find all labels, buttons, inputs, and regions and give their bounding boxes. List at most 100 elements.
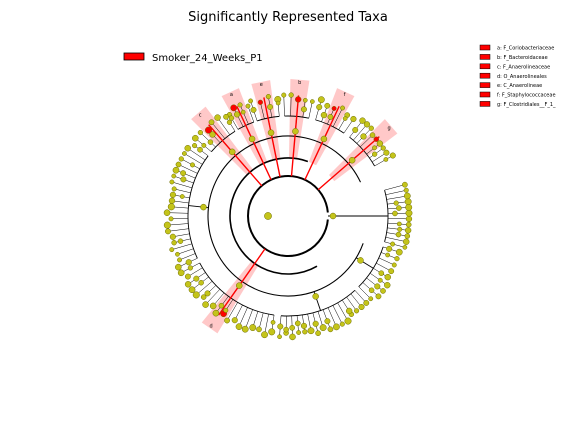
taxon-node	[233, 111, 241, 118]
taxon-node	[223, 307, 229, 313]
taxon-node	[377, 277, 383, 283]
taxon-node	[397, 226, 403, 232]
branch-segment	[332, 305, 343, 325]
clade-node	[228, 148, 236, 156]
taxon-node	[283, 326, 289, 333]
taxon-node	[352, 127, 359, 133]
taxon-node	[171, 186, 177, 192]
key-label: e: C_Anaerolineae	[497, 83, 542, 89]
taxon-node	[249, 324, 257, 332]
taxon-node	[302, 329, 308, 335]
clade-letter: b	[298, 80, 301, 86]
taxon-node	[184, 273, 191, 280]
branch-segment	[217, 117, 230, 135]
taxon-node	[261, 331, 268, 339]
taxon-node	[405, 209, 413, 217]
taxon-node	[296, 330, 302, 335]
taxon-node	[184, 281, 192, 288]
taxon-node	[353, 308, 360, 314]
key-swatch	[479, 63, 491, 70]
taxon-node	[307, 327, 315, 335]
taxon-node	[175, 263, 182, 271]
branch-segment	[378, 257, 395, 266]
key-label: b: F_Bacteroidaceae	[497, 55, 548, 61]
taxon-node	[172, 166, 180, 174]
legend-label: Smoker_24_Weeks_P1	[152, 53, 263, 64]
taxon-node	[327, 114, 334, 120]
taxon-node	[268, 328, 276, 336]
taxon-node	[383, 149, 390, 156]
taxon-node	[372, 145, 377, 151]
taxon-node	[340, 105, 345, 111]
taxon-node	[312, 320, 319, 327]
taxon-node	[396, 205, 402, 211]
branch-segment	[238, 307, 248, 327]
branch-segment	[205, 289, 221, 305]
taxon-node	[344, 317, 352, 325]
taxon-node	[209, 302, 217, 310]
taxon-node	[198, 279, 204, 286]
taxon-node	[342, 116, 348, 121]
highlighted-node	[373, 136, 379, 142]
taxon-node	[294, 320, 301, 327]
taxon-node	[396, 221, 402, 227]
key-label: f: F_Staphylococcaceae	[497, 93, 556, 99]
taxon-node	[185, 259, 192, 266]
taxon-node	[392, 210, 398, 217]
taxon-node	[289, 324, 296, 331]
taxon-node	[163, 221, 171, 229]
taxon-node	[248, 98, 254, 104]
taxon-node	[168, 197, 176, 204]
taxon-node	[402, 181, 408, 188]
branch-segment	[178, 164, 198, 174]
branch-segment	[360, 134, 373, 148]
taxon-node	[187, 265, 193, 271]
branch-segment	[290, 95, 300, 177]
taxon-node	[168, 216, 174, 222]
taxon-node	[386, 245, 393, 252]
branch-segment	[211, 122, 225, 139]
taxon-node	[197, 146, 203, 153]
taxon-node	[319, 324, 327, 332]
taxon-node	[241, 325, 249, 333]
branch-segment	[358, 286, 371, 299]
key-swatch	[479, 72, 491, 79]
taxon-node	[404, 227, 412, 234]
taxon-node	[324, 318, 331, 325]
taxon-node	[188, 286, 196, 294]
branch-arc	[207, 135, 364, 297]
branch-segment	[264, 314, 269, 335]
clade-letter: c	[199, 112, 202, 118]
branch-segment	[179, 253, 196, 261]
taxon-node	[289, 333, 296, 341]
taxon-node	[368, 296, 374, 302]
taxon-node	[167, 203, 175, 211]
branch-segment	[233, 107, 244, 127]
taxon-node	[235, 323, 243, 330]
taxon-node	[384, 273, 391, 281]
clade-letter: g	[388, 126, 391, 132]
taxon-node	[385, 252, 390, 258]
key-swatch	[479, 101, 491, 107]
taxon-node	[189, 162, 195, 168]
branch-segment	[177, 248, 194, 255]
taxon-node	[374, 283, 381, 290]
taxon-node	[350, 115, 357, 123]
root-node	[264, 212, 272, 220]
taxon-node	[324, 102, 331, 109]
taxon-node	[368, 287, 375, 294]
taxon-node	[265, 94, 271, 100]
branch-segment	[317, 136, 380, 191]
taxon-node	[393, 200, 399, 206]
taxon-node	[212, 309, 220, 317]
taxon-node	[275, 100, 281, 106]
branch-segment	[308, 101, 313, 119]
taxon-node	[389, 152, 396, 159]
taxon-node	[404, 233, 411, 239]
taxon-node	[270, 319, 276, 325]
branch-segment	[171, 181, 193, 189]
taxon-node	[175, 161, 182, 168]
branch-segment	[385, 190, 407, 195]
taxon-node	[178, 156, 184, 162]
branch-segment	[244, 309, 253, 330]
